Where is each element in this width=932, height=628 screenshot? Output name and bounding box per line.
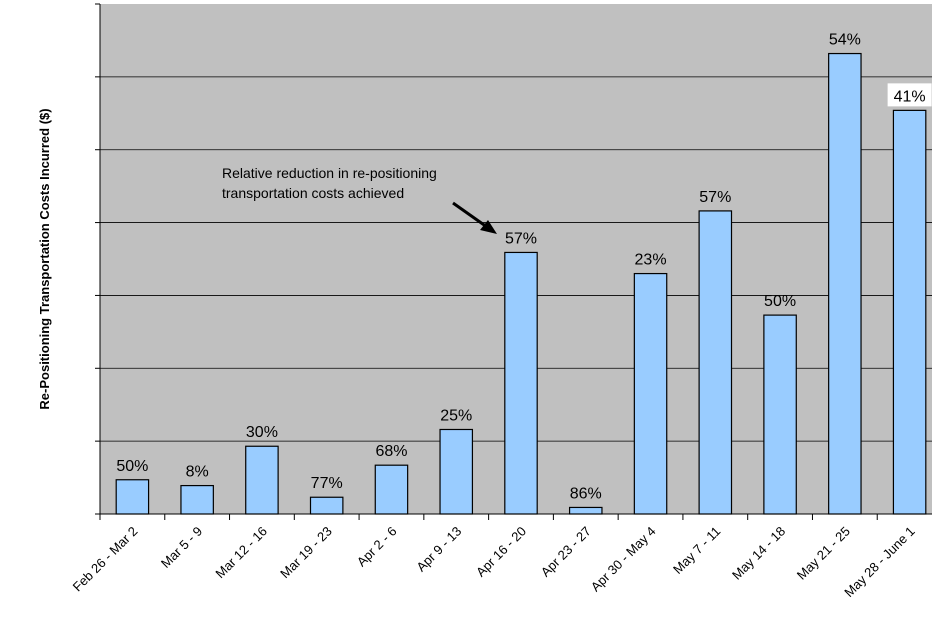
- category-label: Mar 5 - 9: [158, 524, 205, 571]
- category-label: May 7 - 11: [670, 524, 723, 577]
- data-label: 30%: [246, 424, 278, 441]
- category-label: Apr 30 - May 4: [588, 524, 659, 595]
- bar: [763, 314, 797, 515]
- category-label: Apr 9 - 13: [413, 524, 464, 575]
- category-label: Apr 16 - 20: [473, 524, 529, 580]
- annotation-arrow-line: [452, 201, 488, 229]
- category-label: May 21 - 25: [794, 524, 853, 583]
- bar: [698, 210, 733, 515]
- data-label: 50%: [116, 458, 148, 475]
- annotation-line-1: Relative reduction in re-positioning: [222, 165, 437, 181]
- annotation-arrow-head: [480, 220, 497, 234]
- annotation: Relative reduction in re-positioning tra…: [222, 165, 497, 234]
- bar: [892, 109, 927, 515]
- data-label: 77%: [311, 475, 343, 492]
- y-axis-label: Re-Positioning Transportation Costs Incu…: [37, 108, 52, 409]
- bar: [374, 464, 409, 515]
- data-label: 41%: [894, 88, 926, 105]
- data-label: 86%: [570, 485, 602, 502]
- bar: [439, 428, 474, 515]
- bar: [504, 251, 538, 515]
- bar: [180, 484, 214, 515]
- category-label: Apr 23 - 27: [538, 524, 594, 580]
- data-label: 50%: [764, 293, 796, 310]
- category-label: Mar 12 - 16: [212, 524, 270, 582]
- category-label: Feb 26 - Mar 2: [70, 524, 141, 595]
- category-label: Mar 19 - 23: [277, 524, 335, 582]
- data-label-background: [887, 83, 932, 107]
- data-label: 57%: [505, 230, 537, 247]
- data-labels: 50% 8% 30% 77% 68% 25% 57% 86% 23% 57% 50% 54% 41%: [116, 32, 932, 502]
- data-label: 68%: [375, 443, 407, 460]
- bar: [245, 445, 279, 515]
- category-labels: Feb 26 - Mar 2 Mar 5 - 9 Mar 12 - 16 Mar 19…: [70, 524, 918, 601]
- data-label: 8%: [186, 464, 209, 481]
- category-label: Apr 2 - 6: [354, 524, 400, 570]
- bar: [633, 272, 668, 515]
- annotation-line-2: transportation costs achieved: [222, 185, 404, 201]
- category-label: May 14 - 18: [729, 524, 788, 583]
- bar: [115, 479, 150, 515]
- category-label: May 28 - June 1: [841, 524, 918, 601]
- data-label: 25%: [440, 407, 472, 424]
- data-label: 57%: [699, 189, 731, 206]
- axes: [95, 3, 932, 520]
- bar: [828, 52, 862, 515]
- bar: [309, 496, 344, 515]
- data-label: 23%: [635, 252, 667, 269]
- bar: [568, 506, 603, 515]
- data-label: 54%: [829, 32, 861, 49]
